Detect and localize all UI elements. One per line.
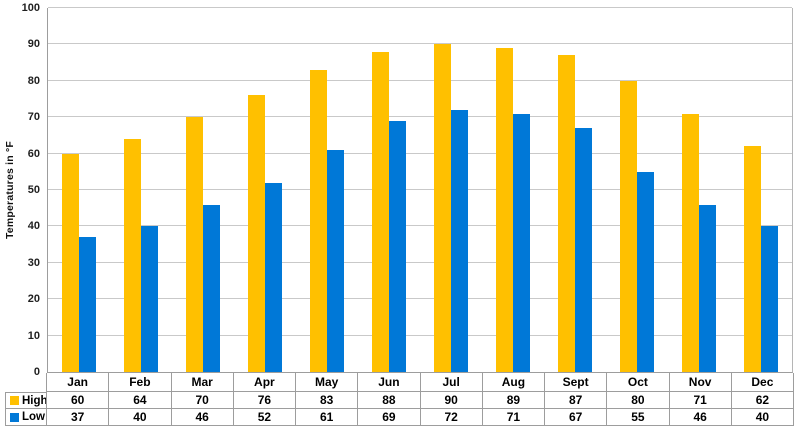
table-value-high-may: 83 [296,392,359,409]
gridline-100 [48,7,792,8]
y-axis-tick-label-30: 30 [27,256,40,269]
gridline-80 [48,79,792,81]
table-header-apr: Apr [233,373,296,392]
table-header-jan: Jan [47,373,110,392]
bar-low-aug [513,113,530,372]
bar-low-nov [699,204,716,372]
table-value-low-dec: 40 [731,409,794,426]
table-value-low-aug: 71 [482,409,545,426]
bar-low-dec [761,226,778,372]
table-value-low-jul: 72 [420,409,483,426]
y-axis-tick-label-0: 0 [33,366,40,378]
table-value-high-sept: 87 [545,392,608,409]
gridline-30 [48,261,792,263]
table-header-may: May [296,373,359,392]
y-axis-tick-label-40: 40 [27,220,40,233]
table-value-low-nov: 46 [669,409,732,426]
table-value-high-mar: 70 [171,392,234,409]
table-header-jul: Jul [420,373,483,392]
gridline-40 [48,225,792,227]
table-value-high-dec: 62 [731,392,794,409]
table-header-mar: Mar [171,373,234,392]
low-color-swatch [10,412,19,422]
table-value-low-mar: 46 [171,409,234,426]
table-header-sept: Sept [545,373,608,392]
table-value-high-feb: 64 [109,392,172,409]
bar-low-sept [575,128,592,372]
bar-high-sept [558,55,575,372]
table-value-low-jun: 69 [358,409,421,426]
y-axis-tick-label-50: 50 [27,184,40,196]
table-header-oct: Oct [607,373,670,392]
table-value-high-jun: 88 [358,392,421,409]
high-color-swatch [10,396,19,405]
table-header-aug: Aug [482,373,545,392]
gridline-10 [48,334,792,336]
legend-label-high: High [22,394,47,407]
bar-high-nov [682,113,699,372]
y-axis-tick-label-80: 80 [27,74,40,87]
table-value-high-jan: 60 [47,392,110,409]
table-value-high-aug: 89 [482,392,545,409]
table-header-nov: Nov [669,373,732,392]
data-table: Jan Feb Mar Apr May Jun Jul Aug Sept Oct Nov Dec Hig… [5,373,794,426]
bar-low-jun [389,120,406,372]
table-value-low-apr: 52 [233,409,296,426]
table-header-jun: Jun [358,373,421,392]
table-value-high-oct: 80 [607,392,670,409]
bar-low-jan [79,237,96,372]
y-axis-tick-label-90: 90 [27,38,40,51]
table-value-low-jan: 37 [47,409,110,426]
table-corner-spacer [5,373,47,392]
bar-high-jun [372,51,389,372]
bar-high-dec [744,146,761,372]
table-value-low-may: 61 [296,409,359,426]
plot-area [47,7,793,373]
table-value-high-nov: 71 [669,392,732,409]
table-value-low-feb: 40 [109,409,172,426]
table-header-dec: Dec [731,373,794,392]
bar-high-apr [248,95,265,372]
bar-low-oct [637,171,654,372]
gridline-20 [48,298,792,300]
legend-key-low: Low [5,409,47,426]
gridline-60 [48,152,792,154]
bar-high-aug [496,48,513,372]
table-value-low-sept: 67 [545,409,608,426]
bar-high-may [310,69,327,372]
bar-low-feb [141,226,158,372]
table-header-feb: Feb [109,373,172,392]
y-axis-tick-label-20: 20 [27,293,40,306]
y-axis-tick-label-70: 70 [27,111,40,124]
legend-label-low: Low [22,411,45,423]
bar-high-oct [620,80,637,372]
bar-high-feb [124,139,141,372]
legend-key-high: High [5,392,47,409]
table-value-low-oct: 55 [607,409,670,426]
gridline-90 [48,43,792,45]
bar-high-mar [186,117,203,372]
y-axis-tick-label-10: 10 [27,329,40,342]
bar-low-may [327,149,344,372]
bar-low-jul [451,109,468,372]
gridline-70 [48,116,792,118]
gridline-50 [48,189,792,190]
bar-high-jul [434,44,451,372]
table-value-high-apr: 76 [233,392,296,409]
table-value-high-jul: 90 [420,392,483,409]
y-axis-tick-label-60: 60 [27,147,40,160]
bar-low-mar [203,204,220,372]
bar-low-apr [265,182,282,372]
bar-high-jan [62,153,79,372]
y-axis-tick-label-100: 100 [21,2,40,14]
